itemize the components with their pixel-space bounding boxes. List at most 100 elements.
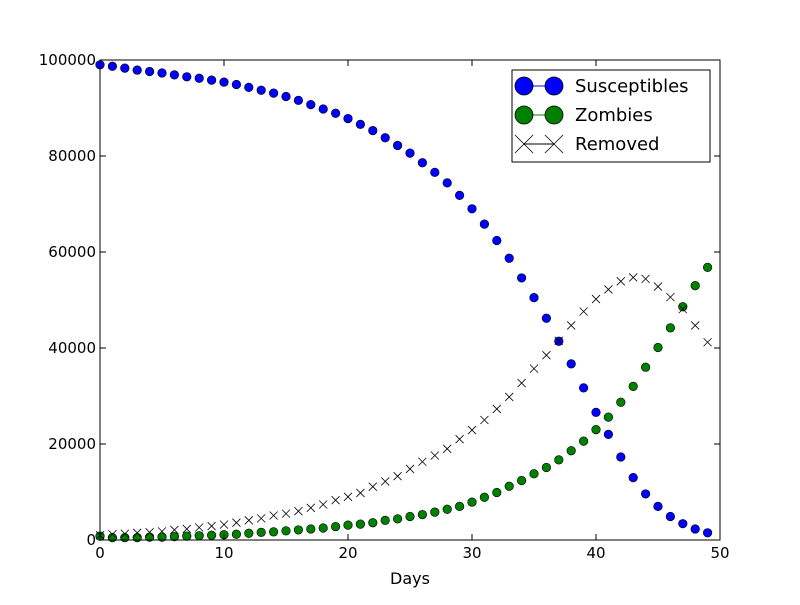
point-removed bbox=[306, 503, 316, 513]
point-removed bbox=[368, 482, 378, 492]
point-susceptibles bbox=[504, 253, 514, 263]
point-removed bbox=[579, 307, 588, 316]
x-axis-label: Days bbox=[390, 569, 430, 588]
point-removed bbox=[418, 457, 427, 467]
point-removed bbox=[207, 521, 216, 531]
point-zombies bbox=[529, 469, 539, 479]
x-tick-label: 20 bbox=[338, 544, 357, 562]
legend-label-zombies: Zombies bbox=[575, 105, 653, 126]
point-removed bbox=[529, 364, 539, 373]
point-removed bbox=[492, 404, 502, 414]
point-zombies bbox=[318, 523, 328, 533]
point-susceptibles bbox=[616, 452, 626, 462]
legend-label-removed: Removed bbox=[575, 134, 659, 155]
point-zombies bbox=[541, 462, 552, 473]
point-susceptibles bbox=[368, 125, 378, 136]
data-marks bbox=[95, 60, 713, 543]
point-removed bbox=[132, 528, 142, 538]
point-removed bbox=[616, 276, 626, 286]
point-zombies bbox=[355, 519, 366, 529]
point-zombies bbox=[678, 302, 688, 312]
point-susceptibles bbox=[516, 273, 527, 283]
point-susceptibles bbox=[467, 204, 477, 214]
axis-ticks: 0 10 20 30 40 50 0 20000 40000 60000 80000 100000 bbox=[39, 51, 730, 562]
legend-marker-removed bbox=[514, 134, 534, 154]
point-susceptibles bbox=[479, 219, 490, 229]
point-removed bbox=[194, 523, 204, 532]
y-tick-label: 0 bbox=[86, 531, 96, 549]
point-susceptibles bbox=[653, 501, 663, 512]
point-removed bbox=[641, 274, 650, 284]
point-zombies bbox=[120, 532, 130, 543]
point-susceptibles bbox=[442, 178, 452, 188]
point-susceptibles bbox=[169, 70, 179, 80]
point-zombies bbox=[653, 342, 663, 353]
point-zombies bbox=[281, 526, 291, 536]
point-zombies bbox=[690, 281, 700, 291]
point-susceptibles bbox=[293, 95, 304, 105]
point-zombies bbox=[467, 497, 477, 507]
point-removed bbox=[294, 506, 303, 516]
point-zombies bbox=[405, 511, 415, 522]
point-susceptibles bbox=[182, 72, 192, 82]
point-removed bbox=[467, 425, 477, 435]
y-tick-label: 80000 bbox=[48, 147, 96, 165]
point-zombies bbox=[169, 532, 179, 542]
point-removed bbox=[145, 528, 154, 537]
point-removed bbox=[442, 444, 452, 454]
point-susceptibles bbox=[157, 68, 167, 78]
legend-label-susceptibles: Susceptibles bbox=[575, 76, 689, 97]
point-susceptibles bbox=[343, 113, 353, 124]
point-susceptibles bbox=[132, 65, 142, 75]
point-susceptibles bbox=[145, 66, 155, 77]
point-removed bbox=[455, 434, 464, 444]
point-zombies bbox=[504, 481, 514, 491]
point-zombies bbox=[331, 521, 341, 532]
point-susceptibles bbox=[393, 140, 403, 151]
point-zombies bbox=[442, 504, 452, 514]
point-susceptibles bbox=[318, 104, 328, 114]
point-removed bbox=[480, 415, 489, 425]
legend-marker-susceptibles bbox=[514, 76, 534, 96]
point-removed bbox=[653, 282, 663, 291]
point-removed bbox=[604, 285, 613, 294]
point-zombies bbox=[182, 531, 192, 541]
point-susceptibles bbox=[207, 75, 217, 85]
point-removed bbox=[405, 464, 415, 474]
point-removed bbox=[170, 525, 179, 535]
legend: Susceptibles Zombies Removed bbox=[511, 69, 711, 163]
point-zombies bbox=[554, 455, 564, 465]
point-removed bbox=[703, 337, 712, 347]
point-removed bbox=[281, 509, 291, 518]
y-tick-label: 40000 bbox=[48, 339, 96, 357]
point-zombies bbox=[665, 323, 676, 333]
y-tick-label: 60000 bbox=[48, 243, 96, 261]
point-removed bbox=[380, 477, 390, 486]
point-removed bbox=[504, 392, 514, 402]
x-tick-label: 10 bbox=[214, 544, 233, 562]
legend-marker-removed bbox=[544, 134, 564, 154]
x-tick-label: 0 bbox=[95, 544, 105, 562]
point-removed bbox=[343, 492, 353, 502]
point-zombies bbox=[269, 527, 279, 537]
point-removed bbox=[108, 529, 117, 539]
point-zombies bbox=[256, 527, 266, 537]
point-removed bbox=[331, 495, 340, 505]
point-zombies bbox=[616, 397, 626, 407]
point-removed bbox=[566, 321, 576, 330]
point-susceptibles bbox=[355, 119, 366, 129]
point-susceptibles bbox=[417, 158, 428, 168]
point-susceptibles bbox=[603, 429, 614, 440]
point-susceptibles bbox=[529, 293, 539, 303]
point-zombies bbox=[393, 514, 403, 524]
point-zombies bbox=[368, 518, 378, 528]
y-tick-label: 20000 bbox=[48, 435, 96, 453]
point-zombies bbox=[591, 425, 601, 435]
point-removed bbox=[318, 500, 328, 509]
point-zombies bbox=[603, 412, 614, 422]
x-tick-label: 30 bbox=[462, 544, 481, 562]
x-tick-label: 40 bbox=[586, 544, 605, 562]
point-zombies bbox=[516, 475, 527, 486]
point-zombies bbox=[479, 492, 490, 502]
